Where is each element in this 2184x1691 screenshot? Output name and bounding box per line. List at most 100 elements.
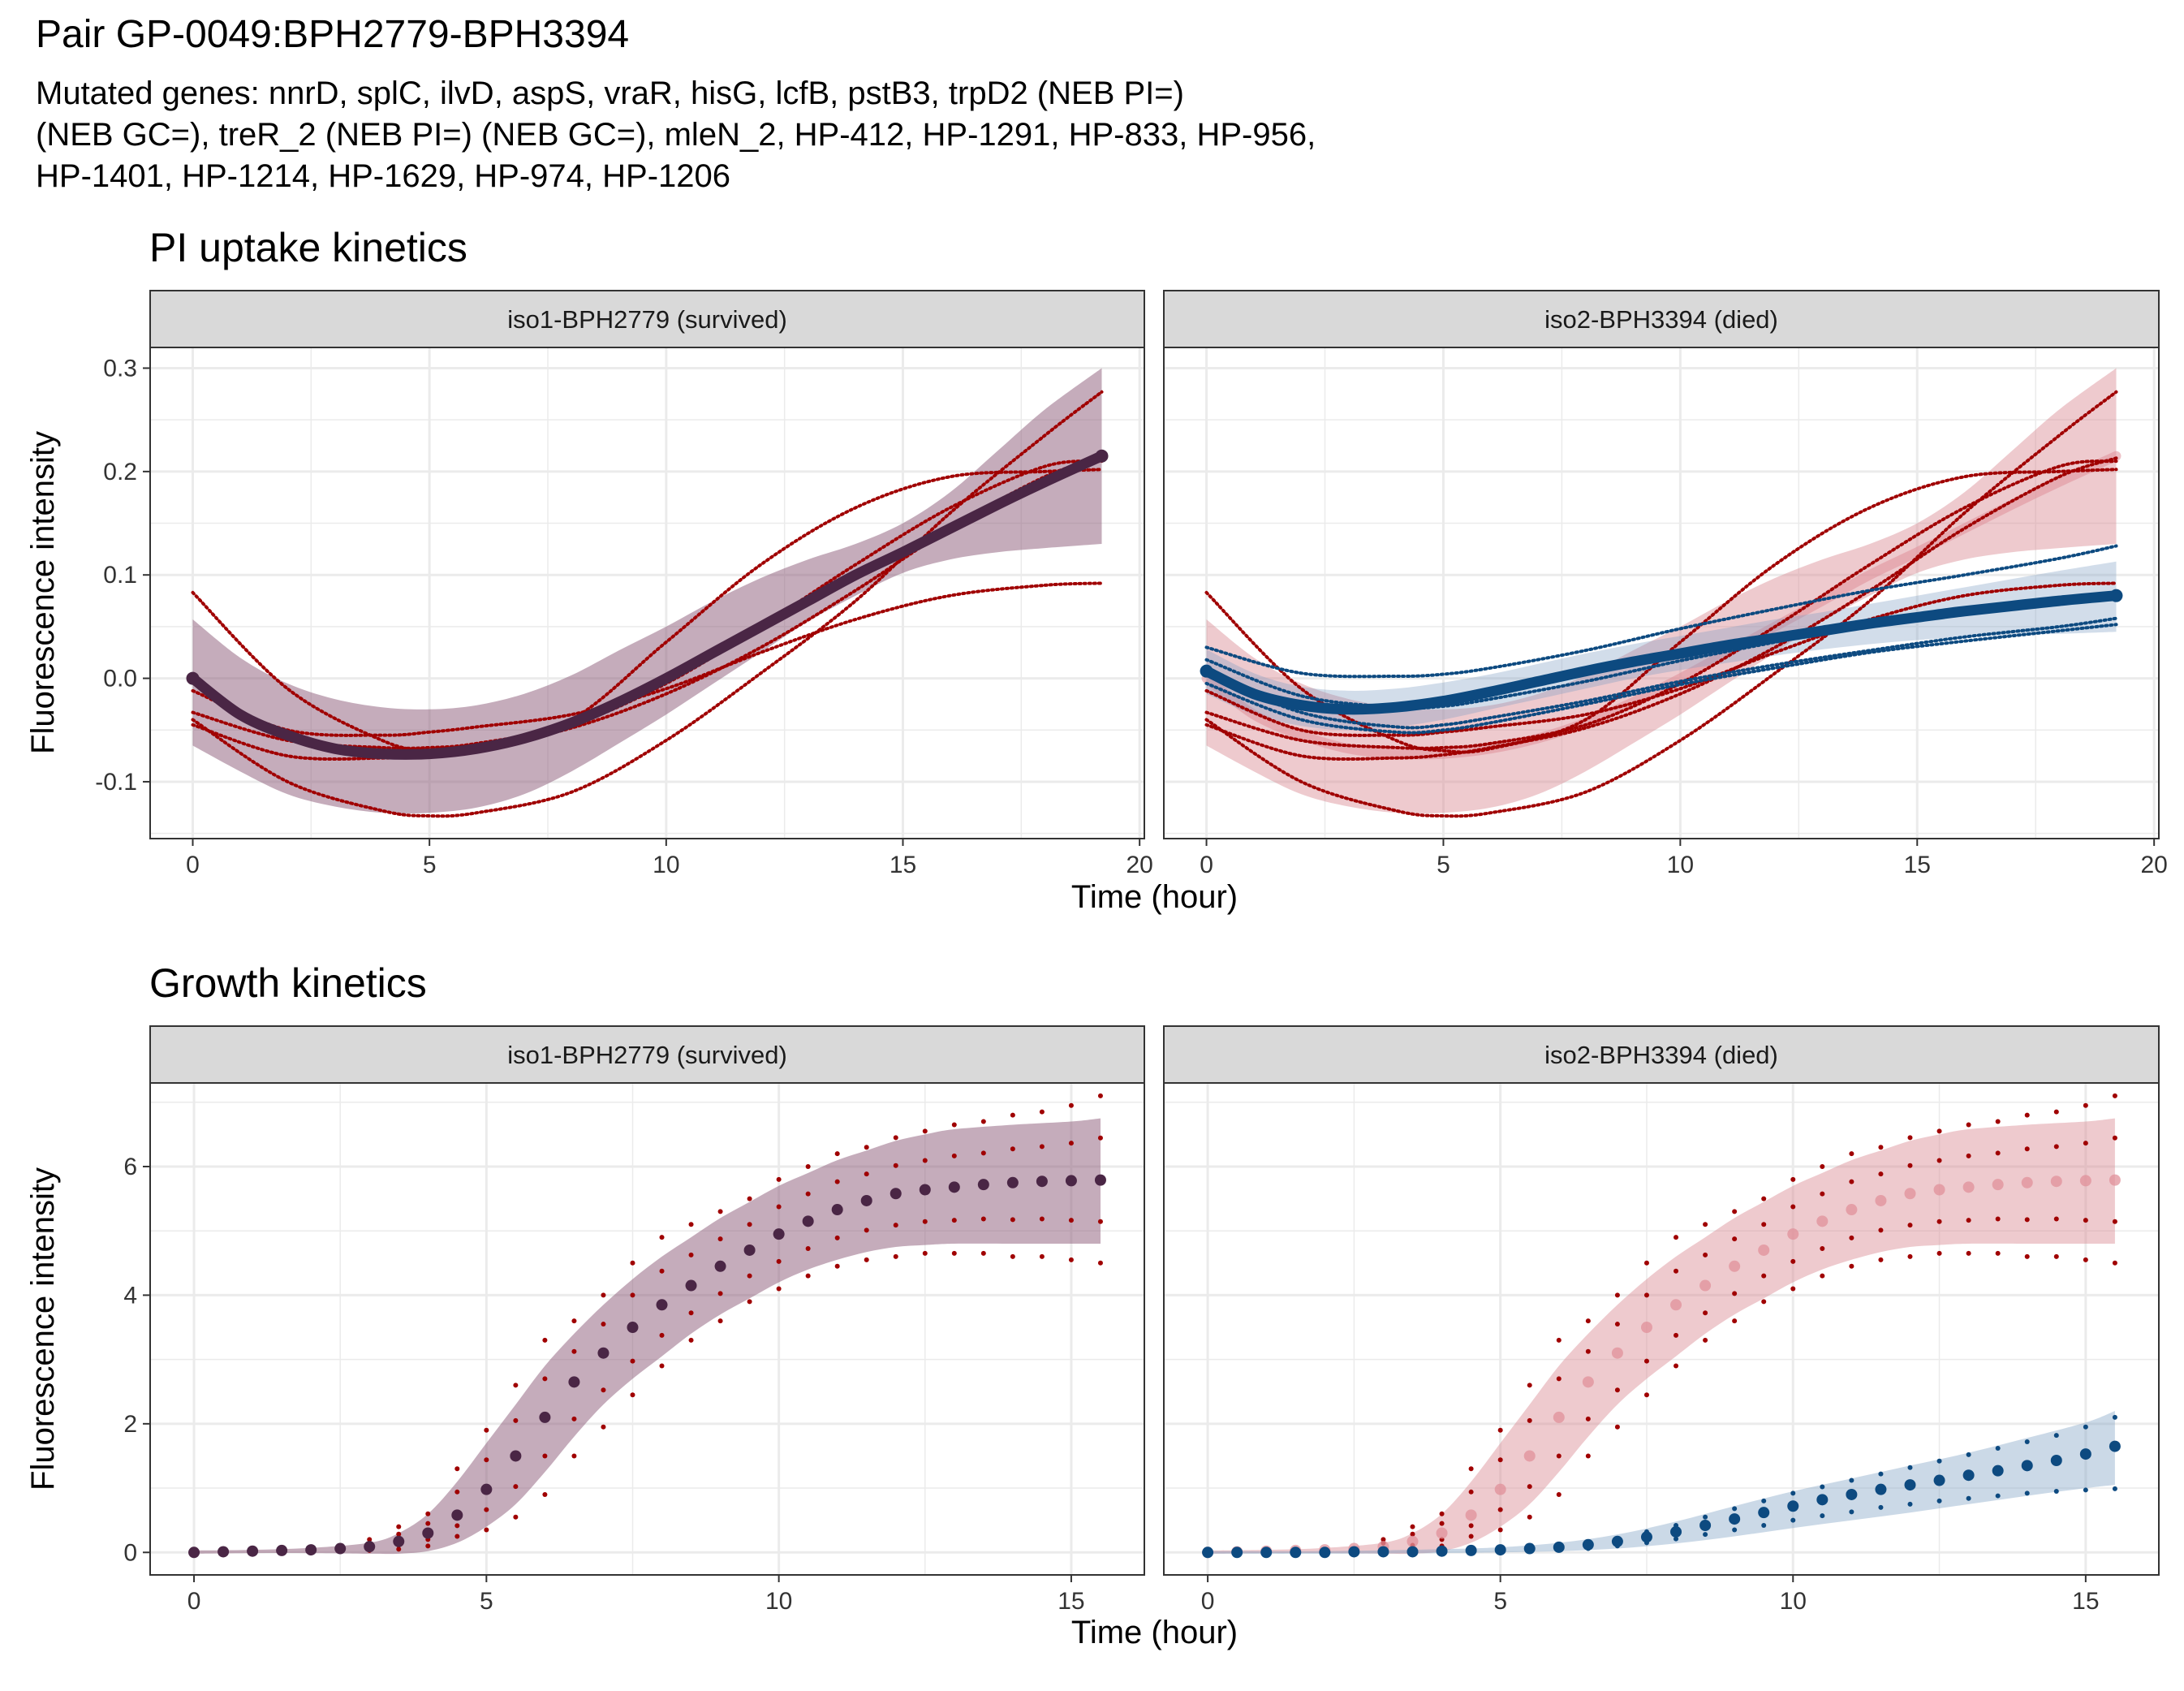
replicate-point-red bbox=[1097, 1260, 1103, 1266]
mean-point bbox=[1670, 1525, 1682, 1538]
replicate-point-red bbox=[1790, 1176, 1796, 1182]
replicate-point-red bbox=[747, 1273, 752, 1279]
replicate-point-red bbox=[1585, 1416, 1591, 1421]
replicate-point-red bbox=[1936, 1128, 1942, 1134]
replicate-point-red bbox=[1820, 1163, 1825, 1169]
mean-point bbox=[2079, 1448, 2091, 1460]
overlay-mean-point bbox=[1465, 1509, 1477, 1521]
x-tick-label: 5 bbox=[480, 1588, 493, 1615]
overlay-mean-point bbox=[1875, 1194, 1887, 1206]
replicate-point-red bbox=[864, 1145, 869, 1150]
overlay-mean-point bbox=[1494, 1483, 1506, 1495]
replicate-point-blue bbox=[2053, 1433, 2059, 1439]
replicate-point-red bbox=[659, 1268, 665, 1274]
mean-point bbox=[276, 1544, 288, 1556]
replicate-point-red bbox=[1585, 1318, 1591, 1324]
x-tick-label: 20 bbox=[2140, 852, 2167, 878]
replicate-point-red bbox=[1439, 1511, 1445, 1516]
y-tick-label: 4 bbox=[123, 1282, 137, 1309]
replicate-point-red bbox=[601, 1322, 606, 1327]
replicate-point-red bbox=[805, 1163, 811, 1169]
replicate-point-blue bbox=[1732, 1506, 1738, 1512]
y-tick-label: -0.1 bbox=[95, 769, 137, 796]
mean-point bbox=[1231, 1546, 1243, 1559]
replicate-point-red bbox=[1039, 1216, 1045, 1222]
mean-point bbox=[1465, 1544, 1477, 1556]
x-axis-title: Time (hour) bbox=[1071, 1615, 1238, 1650]
replicate-point-red bbox=[571, 1453, 577, 1459]
overlay-mean-point bbox=[1582, 1376, 1594, 1388]
replicate-point-red bbox=[2024, 1146, 2030, 1152]
replicate-point-red bbox=[980, 1250, 986, 1256]
y-tick-label: 0.3 bbox=[103, 355, 137, 382]
x-tick-label: 10 bbox=[765, 1588, 792, 1615]
replicate-point-red bbox=[484, 1427, 489, 1433]
replicate-point-red bbox=[1936, 1219, 1942, 1224]
replicate-point-blue bbox=[1703, 1514, 1708, 1520]
replicate-point-red bbox=[1497, 1427, 1503, 1433]
replicate-point-red bbox=[1643, 1358, 1649, 1364]
replicate-point-red bbox=[571, 1348, 577, 1354]
replicate-point-blue bbox=[1703, 1532, 1708, 1538]
mean-point bbox=[597, 1347, 610, 1359]
replicate-point-red bbox=[630, 1358, 635, 1364]
replicate-point-red bbox=[513, 1383, 519, 1388]
facet-strip-label: iso1-BPH2779 (survived) bbox=[507, 305, 787, 334]
replicate-point-red bbox=[1732, 1209, 1738, 1214]
replicate-point-red bbox=[2024, 1217, 2030, 1223]
replicate-point-blue bbox=[1966, 1495, 1971, 1501]
x-tick-label: 0 bbox=[187, 1588, 201, 1615]
mean-point bbox=[422, 1527, 434, 1539]
replicate-point-red bbox=[1849, 1179, 1854, 1184]
replicate-point-red bbox=[1761, 1299, 1767, 1305]
replicate-point-red bbox=[805, 1273, 811, 1279]
replicate-point-red bbox=[747, 1222, 752, 1227]
mean-end-point bbox=[2109, 589, 2123, 602]
replicate-point-red bbox=[1556, 1376, 1562, 1382]
mean-point bbox=[919, 1184, 931, 1196]
replicate-point-red bbox=[1995, 1119, 2001, 1124]
mean-point bbox=[860, 1194, 872, 1206]
replicate-point-red bbox=[2053, 1216, 2059, 1222]
mean-start-point bbox=[1200, 664, 1213, 678]
mean-point bbox=[1202, 1546, 1214, 1559]
replicate-point-red bbox=[688, 1337, 694, 1343]
replicate-point-red bbox=[484, 1527, 489, 1533]
replicate-point-blue bbox=[2024, 1490, 2030, 1496]
panel-0-0: iso1-BPH2779 (survived) 0 5 10 15 20 -0.1 0.0 0.… bbox=[95, 290, 1153, 878]
replicate-point-red bbox=[864, 1171, 869, 1177]
mean-point bbox=[2109, 1440, 2121, 1452]
replicate-point-red bbox=[1410, 1524, 1415, 1529]
replicate-point-red bbox=[980, 1119, 986, 1124]
replicate-point-red bbox=[542, 1453, 548, 1459]
replicate-point-red bbox=[1761, 1196, 1767, 1201]
facet-strip-label: iso2-BPH3394 (died) bbox=[1544, 305, 1778, 334]
panel-1-1: iso2-BPH3394 (died) 0 5 10 15 bbox=[1163, 1025, 2160, 1615]
replicate-point-red bbox=[1732, 1236, 1738, 1242]
mean-point bbox=[1036, 1176, 1048, 1188]
confidence-band bbox=[1208, 1411, 2115, 1554]
replicate-point-red bbox=[688, 1222, 694, 1227]
facet-strip-label: iso1-BPH2779 (survived) bbox=[507, 1041, 787, 1069]
replicate-point-red bbox=[1097, 1135, 1103, 1141]
mean-point bbox=[1846, 1488, 1858, 1500]
replicate-point-red bbox=[1907, 1135, 1913, 1141]
replicate-point-red bbox=[2083, 1218, 2088, 1223]
mean-line bbox=[187, 451, 1107, 760]
replicate-point-red bbox=[659, 1235, 665, 1240]
replicate-point-red bbox=[454, 1466, 460, 1472]
replicate-point-red bbox=[747, 1196, 752, 1201]
replicate-point-red bbox=[834, 1179, 840, 1184]
replicate-point-red bbox=[922, 1128, 928, 1134]
overlay-mean-point bbox=[1816, 1215, 1829, 1227]
overlay-mean-point bbox=[2079, 1175, 2091, 1187]
replicate-point-blue bbox=[2083, 1487, 2088, 1493]
replicate-point-red bbox=[893, 1163, 898, 1168]
replicate-point-red bbox=[776, 1286, 782, 1292]
replicate-point-red bbox=[1527, 1417, 1532, 1423]
replicate-point-red bbox=[396, 1524, 402, 1529]
replicate-point-blue bbox=[2083, 1424, 2088, 1430]
replicate-point-red bbox=[1732, 1318, 1738, 1324]
mean-point bbox=[539, 1411, 551, 1423]
mean-point bbox=[1494, 1544, 1506, 1556]
